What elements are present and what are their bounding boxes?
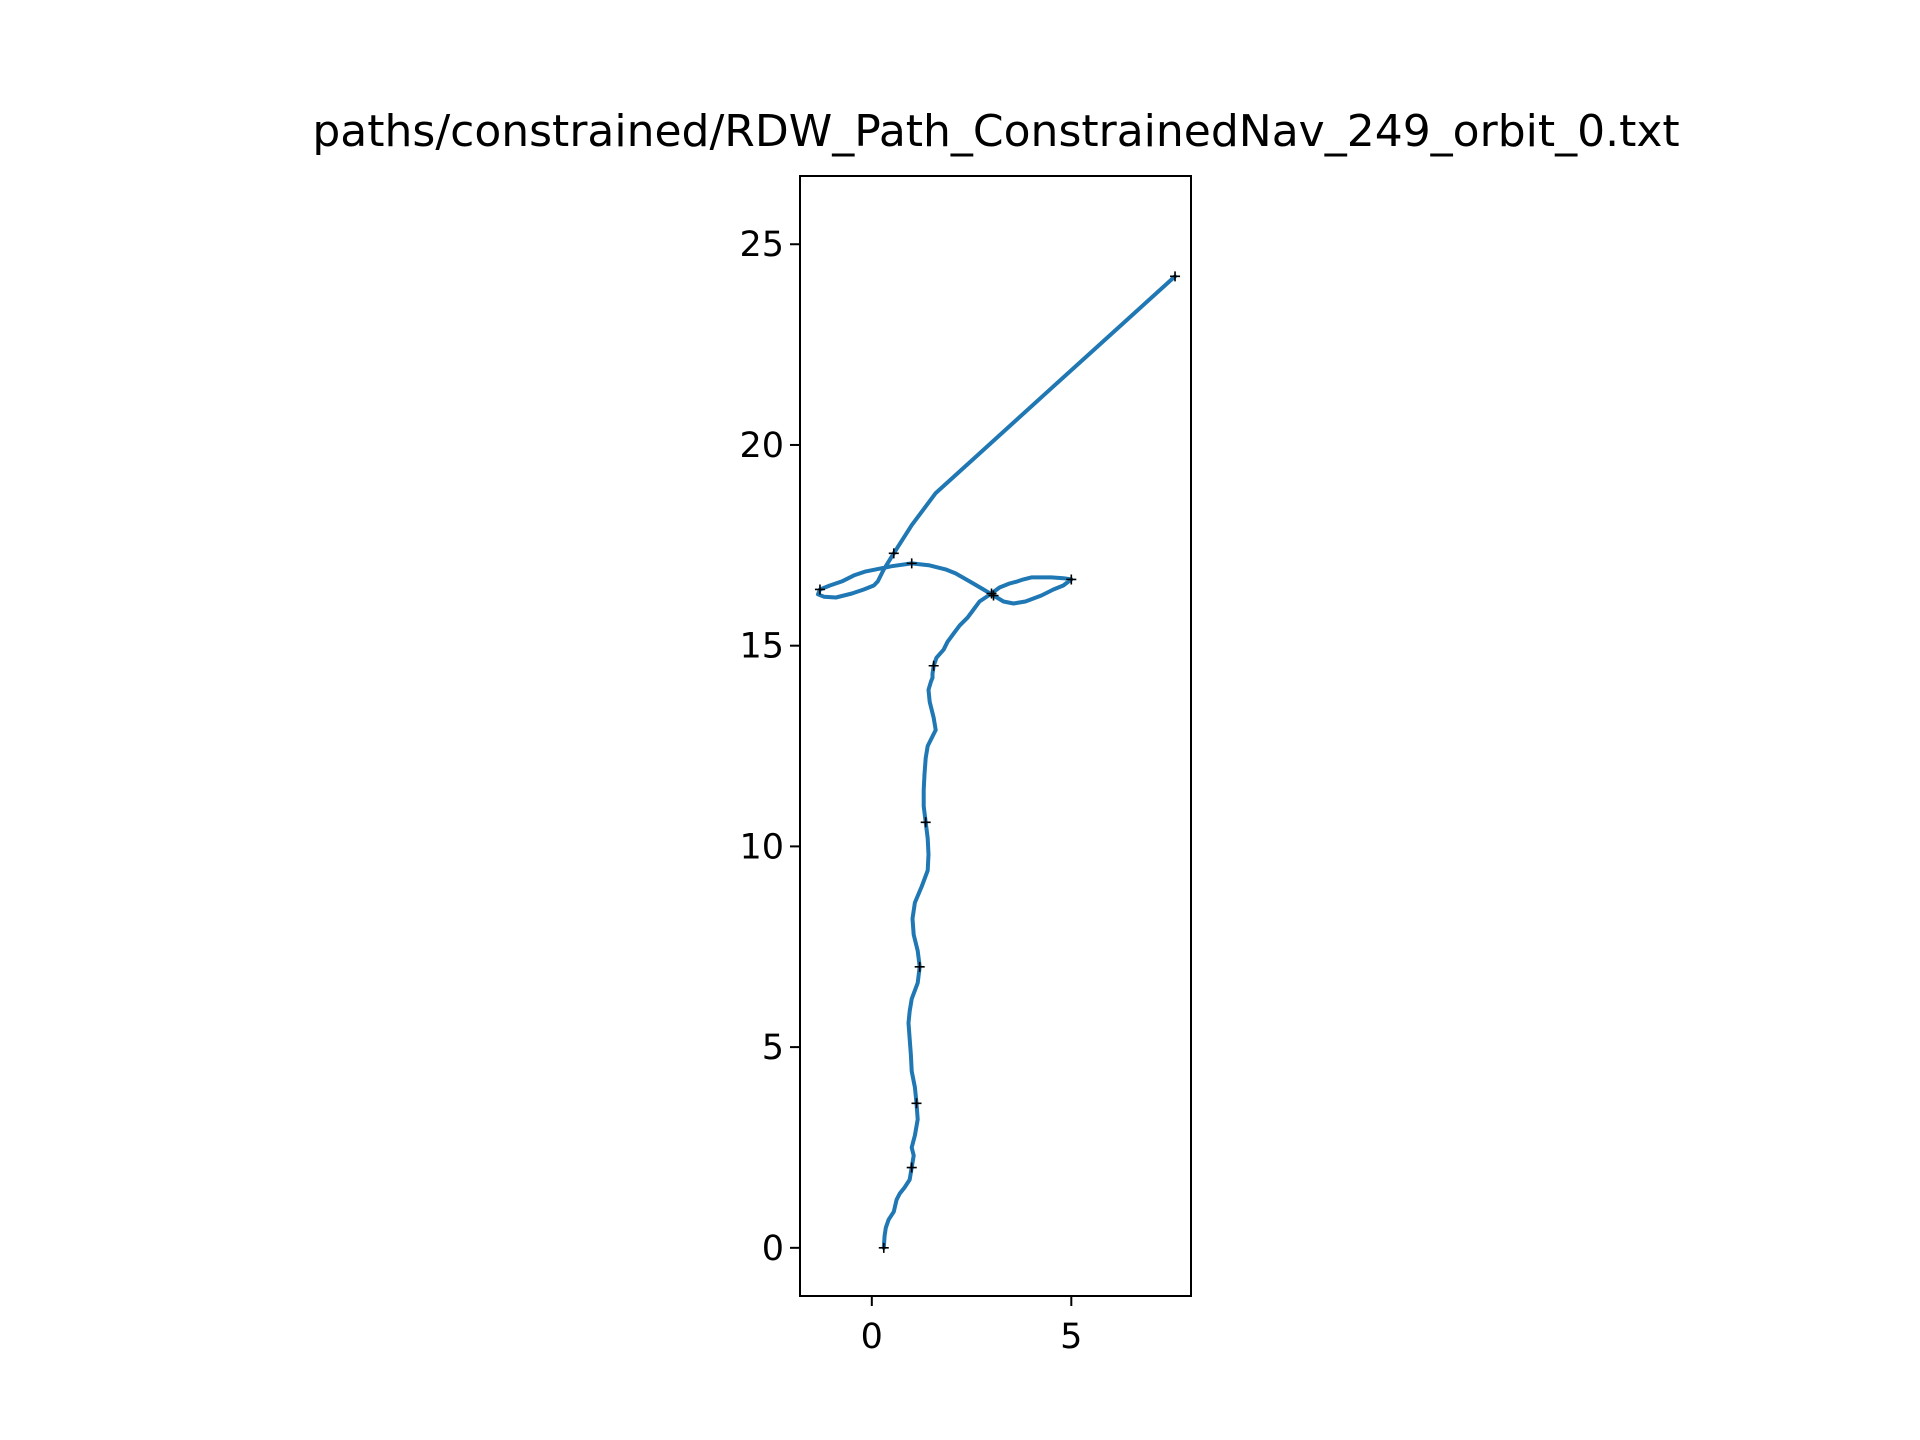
x-tick-label: 0 [861,1317,883,1357]
waypoint-marker-12 [1170,271,1181,282]
waypoint-marker-10 [814,584,825,595]
waypoint-marker-3 [914,961,925,972]
waypoint-marker-4 [920,817,931,828]
y-tick-label: 0 [762,1229,784,1269]
waypoint-marker-2 [911,1098,922,1109]
waypoint-marker-0 [878,1242,889,1253]
x-tick-label: 5 [1060,1317,1082,1357]
path-line-0 [816,274,1177,1250]
waypoint-marker-5 [928,660,939,671]
chart-title: paths/constrained/RDW_Path_ConstrainedNa… [312,106,1679,157]
waypoint-marker-9 [906,558,917,569]
y-tick-label: 25 [739,225,784,265]
y-axis: 0 5 10 15 20 25 [739,225,800,1269]
waypoint-marker-7 [1066,574,1077,585]
y-tick-label: 20 [739,426,784,466]
waypoint-marker-8 [988,590,999,601]
y-tick-label: 15 [739,627,784,667]
y-tick-label: 5 [762,1028,784,1068]
plot-area [814,271,1181,1253]
y-tick-label: 10 [739,827,784,867]
axes-frame [799,175,1192,1297]
waypoint-marker-11 [888,548,899,559]
waypoint-marker-1 [906,1162,917,1173]
waypoint-marker-6 [986,588,997,599]
